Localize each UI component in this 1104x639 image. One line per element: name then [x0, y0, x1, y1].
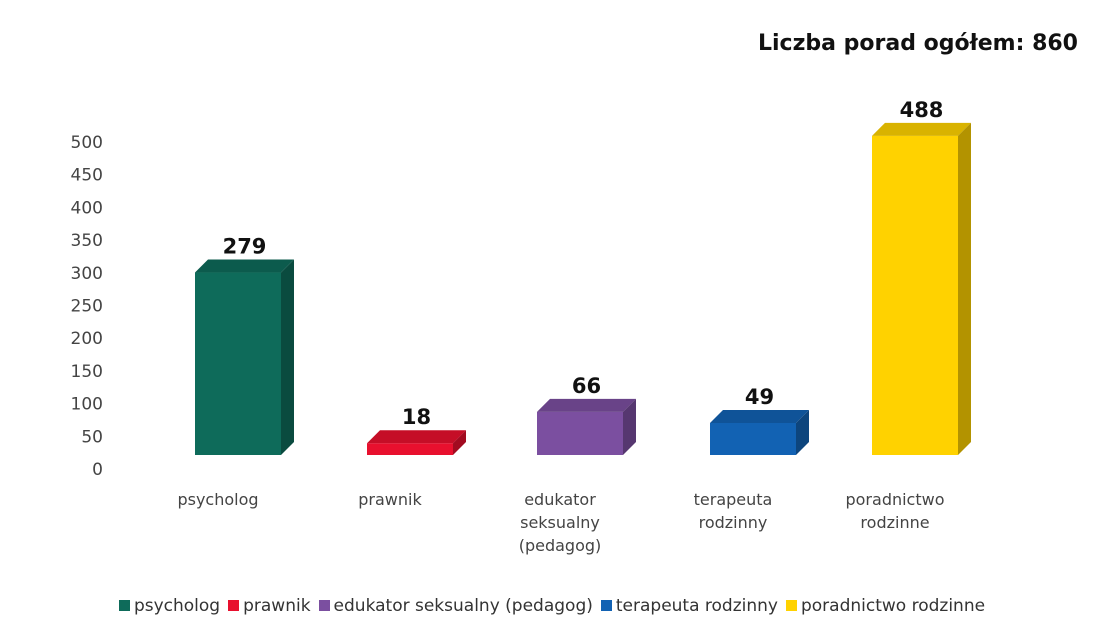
legend-label: prawnik [243, 596, 311, 616]
legend-item: poradnictwo rodzinne [785, 596, 986, 616]
bar-side [796, 409, 809, 455]
x-tick-label: edukator seksualny (pedagog) [518, 490, 602, 555]
legend-item: psycholog [118, 596, 221, 616]
bar-top [872, 122, 971, 136]
y-tick-label: 400 [71, 198, 103, 218]
y-tick-label: 100 [71, 395, 103, 415]
legend-label: terapeuta rodzinny [615, 596, 778, 616]
y-tick-label: 300 [71, 264, 103, 284]
y-tick-label: 200 [71, 329, 103, 349]
bar [367, 430, 466, 455]
y-tick-label: 500 [71, 133, 103, 153]
bar-front [195, 272, 281, 455]
y-tick-label: 0 [92, 460, 103, 480]
y-tick-label: 150 [71, 362, 103, 382]
y-tick-label: 250 [71, 297, 103, 317]
bar [872, 122, 971, 456]
y-tick-label: 450 [71, 166, 103, 186]
legend-swatch [228, 600, 240, 611]
bar-front [537, 411, 623, 455]
bar-front [710, 422, 796, 455]
legend-item: prawnik [228, 596, 311, 616]
legend: psycholog prawnik edukator seksualny (peda… [0, 596, 1104, 616]
x-tick-label: poradnictwo rodzinne [845, 490, 945, 532]
x-tick-label: prawnik [358, 490, 422, 509]
data-label: 488 [900, 98, 944, 122]
legend-item: terapeuta rodzinny [600, 596, 778, 616]
legend-label: edukator seksualny (pedagog) [333, 596, 593, 616]
data-label: 66 [572, 374, 601, 398]
bar-top [367, 430, 466, 444]
legend-label: poradnictwo rodzinne [800, 596, 986, 616]
bar-top [195, 259, 294, 273]
legend-label: psycholog [133, 596, 221, 616]
legend-swatch [118, 600, 130, 611]
data-label: 279 [223, 235, 267, 259]
legend-item: edukator seksualny (pedagog) [318, 596, 593, 616]
bar [195, 259, 294, 455]
bar-side [281, 259, 294, 455]
bar [537, 398, 636, 455]
bar-side [453, 430, 466, 455]
bar-top [537, 398, 636, 412]
bar [710, 409, 809, 455]
data-label: 49 [745, 385, 774, 409]
data-label: 18 [402, 405, 431, 429]
bar-front [367, 443, 453, 455]
legend-swatch [785, 600, 797, 611]
chart-title: Liczba porad ogółem: 860 [758, 31, 1078, 56]
legend-swatch [318, 600, 330, 611]
y-tick-label: 50 [81, 427, 103, 447]
bar-top [710, 409, 809, 423]
y-tick-label: 350 [71, 231, 103, 251]
legend-swatch [600, 600, 612, 611]
bar-side [958, 122, 971, 456]
bar-front [872, 135, 958, 455]
bar-side [623, 398, 636, 455]
x-tick-label: terapeuta rodzinny [693, 490, 773, 532]
x-tick-label: psycholog [177, 490, 259, 509]
